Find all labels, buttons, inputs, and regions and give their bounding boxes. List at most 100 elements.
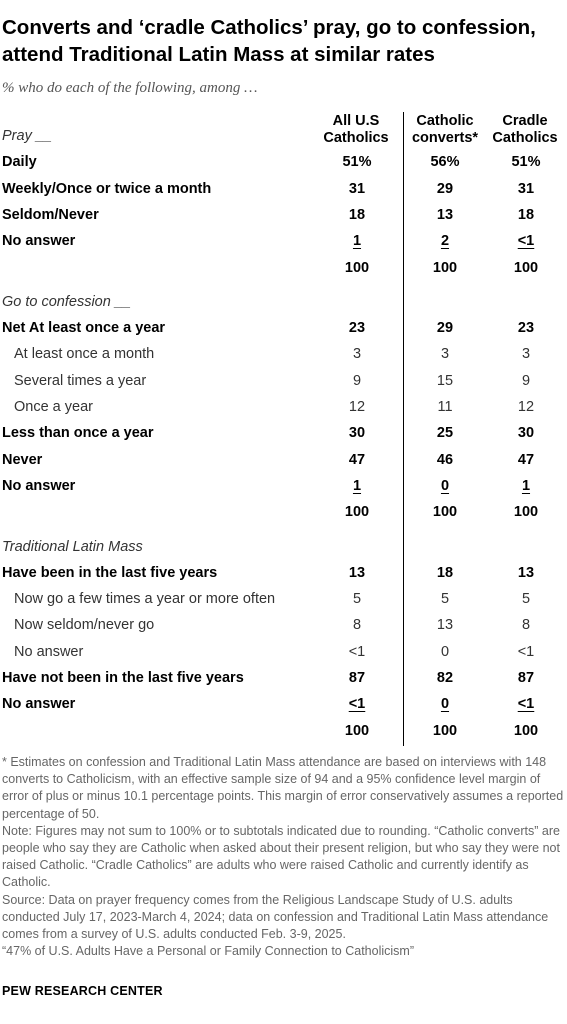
row-label: Now go a few times a year or more often bbox=[14, 591, 275, 607]
row-label: No answer bbox=[2, 233, 75, 249]
table-row: Have not been in the last five years 87 82… bbox=[0, 668, 567, 694]
value-cell-cradle-catholics: 47 bbox=[496, 452, 556, 468]
table-row: At least once a month 3 3 3 bbox=[0, 344, 567, 370]
value-cell-all-catholics: 18 bbox=[327, 207, 387, 223]
table-row: Less than once a year 30 25 30 bbox=[0, 423, 567, 449]
value-cell-converts: 0 bbox=[415, 644, 475, 660]
value-cell-all-catholics: <1 bbox=[327, 644, 387, 660]
value-cell-all-catholics: 5 bbox=[327, 591, 387, 607]
value-cell-all-catholics: 51% bbox=[327, 154, 387, 170]
row-label: Seldom/Never bbox=[2, 207, 99, 223]
value-cell-all-catholics: 100 bbox=[327, 723, 387, 739]
table-row: Have been in the last five years 13 18 13 bbox=[0, 563, 567, 589]
value-cell-cradle-catholics: 18 bbox=[496, 207, 556, 223]
footnote-note: Note: Figures may not sum to 100% or to … bbox=[2, 823, 564, 892]
section-heading-label: Traditional Latin Mass bbox=[2, 539, 143, 555]
row-label: Have not been in the last five years bbox=[2, 670, 244, 686]
table-row: No answer 1 0 1 bbox=[0, 476, 567, 502]
section-heading: Traditional Latin Mass bbox=[0, 537, 567, 563]
value-cell-converts: 18 bbox=[415, 565, 475, 581]
footnote-report-title: “47% of U.S. Adults Have a Personal or F… bbox=[2, 943, 564, 960]
chart-subtitle: % who do each of the following, among … bbox=[2, 80, 562, 97]
row-label: Now seldom/never go bbox=[14, 617, 154, 633]
row-label: No answer bbox=[2, 696, 75, 712]
value-cell-all-catholics: 31 bbox=[327, 181, 387, 197]
table-row: Never 47 46 47 bbox=[0, 450, 567, 476]
value-cell-all-catholics: 47 bbox=[327, 452, 387, 468]
value-cell-cradle-catholics: <1 bbox=[496, 696, 556, 712]
value-cell-converts: 56% bbox=[415, 154, 475, 170]
footnote-asterisk: * Estimates on confession and Traditiona… bbox=[2, 754, 564, 823]
footnotes: * Estimates on confession and Traditiona… bbox=[2, 754, 564, 960]
footnote-source: Source: Data on prayer frequency comes f… bbox=[2, 892, 564, 944]
value-cell-cradle-catholics: 9 bbox=[496, 373, 556, 389]
row-label: Once a year bbox=[14, 399, 93, 415]
value-cell-cradle-catholics: <1 bbox=[496, 644, 556, 660]
value-cell-converts: 82 bbox=[415, 670, 475, 686]
value-cell-cradle-catholics: 31 bbox=[496, 181, 556, 197]
table-row: Once a year 12 11 12 bbox=[0, 397, 567, 423]
row-label: Have been in the last five years bbox=[2, 565, 217, 581]
value-cell-converts: 13 bbox=[415, 617, 475, 633]
value-cell-cradle-catholics: 51% bbox=[496, 154, 556, 170]
value-cell-converts: 29 bbox=[415, 181, 475, 197]
value-cell-all-catholics: 1 bbox=[327, 233, 387, 249]
chart-title: Converts and ‘cradle Catholics’ pray, go… bbox=[2, 14, 562, 68]
row-label: No answer bbox=[14, 644, 83, 660]
value-cell-cradle-catholics: 1 bbox=[496, 478, 556, 494]
table-row: No answer <1 0 <1 bbox=[0, 642, 567, 668]
value-cell-converts: 0 bbox=[415, 478, 475, 494]
value-cell-converts: 13 bbox=[415, 207, 475, 223]
value-cell-converts: 2 bbox=[415, 233, 475, 249]
value-cell-all-catholics: 13 bbox=[327, 565, 387, 581]
value-cell-converts: 29 bbox=[415, 320, 475, 336]
row-label: No answer bbox=[2, 478, 75, 494]
value-cell-all-catholics: 23 bbox=[327, 320, 387, 336]
value-cell-converts: 5 bbox=[415, 591, 475, 607]
value-cell-cradle-catholics: 100 bbox=[496, 504, 556, 520]
value-cell-all-catholics: 30 bbox=[327, 425, 387, 441]
table-row: Daily 51% 56% 51% bbox=[0, 152, 567, 178]
table-row: Weekly/Once or twice a month 31 29 31 bbox=[0, 179, 567, 205]
value-cell-cradle-catholics: 5 bbox=[496, 591, 556, 607]
value-cell-all-catholics: 100 bbox=[327, 504, 387, 520]
value-cell-cradle-catholics: 23 bbox=[496, 320, 556, 336]
value-cell-converts: 25 bbox=[415, 425, 475, 441]
table-row: No answer <1 0 <1 bbox=[0, 694, 567, 720]
value-cell-converts: 15 bbox=[415, 373, 475, 389]
row-label: At least once a month bbox=[14, 346, 154, 362]
value-cell-cradle-catholics: <1 bbox=[496, 233, 556, 249]
pew-logo-text: PEW RESEARCH CENTER bbox=[2, 984, 163, 998]
row-label: Never bbox=[2, 452, 42, 468]
value-cell-cradle-catholics: 13 bbox=[496, 565, 556, 581]
section-heading: Go to confession __ bbox=[0, 292, 567, 318]
table-row: Seldom/Never 18 13 18 bbox=[0, 205, 567, 231]
value-cell-all-catholics: 100 bbox=[327, 260, 387, 276]
value-cell-cradle-catholics: 12 bbox=[496, 399, 556, 415]
total-row: 100 100 100 bbox=[0, 258, 567, 284]
row-label: Several times a year bbox=[14, 373, 146, 389]
table-row: Several times a year 9 15 9 bbox=[0, 371, 567, 397]
total-row: 100 100 100 bbox=[0, 721, 567, 747]
value-cell-converts: 46 bbox=[415, 452, 475, 468]
value-cell-converts: 11 bbox=[415, 399, 475, 415]
row-label: Less than once a year bbox=[2, 425, 154, 441]
value-cell-cradle-catholics: 3 bbox=[496, 346, 556, 362]
value-cell-converts: 100 bbox=[415, 723, 475, 739]
value-cell-cradle-catholics: 8 bbox=[496, 617, 556, 633]
value-cell-all-catholics: <1 bbox=[327, 696, 387, 712]
table-row: Now go a few times a year or more often 5… bbox=[0, 589, 567, 615]
table-row: No answer 1 2 <1 bbox=[0, 231, 567, 257]
value-cell-converts: 0 bbox=[415, 696, 475, 712]
value-cell-cradle-catholics: 100 bbox=[496, 260, 556, 276]
value-cell-cradle-catholics: 30 bbox=[496, 425, 556, 441]
section-heading-label: Go to confession __ bbox=[2, 294, 131, 310]
row-label: Daily bbox=[2, 154, 37, 170]
row-label: Weekly/Once or twice a month bbox=[2, 181, 211, 197]
total-row: 100 100 100 bbox=[0, 502, 567, 528]
value-cell-all-catholics: 87 bbox=[327, 670, 387, 686]
section-heading-label: Pray __ bbox=[2, 128, 52, 144]
value-cell-cradle-catholics: 87 bbox=[496, 670, 556, 686]
value-cell-converts: 100 bbox=[415, 260, 475, 276]
table-row: Net At least once a year 23 29 23 bbox=[0, 318, 567, 344]
